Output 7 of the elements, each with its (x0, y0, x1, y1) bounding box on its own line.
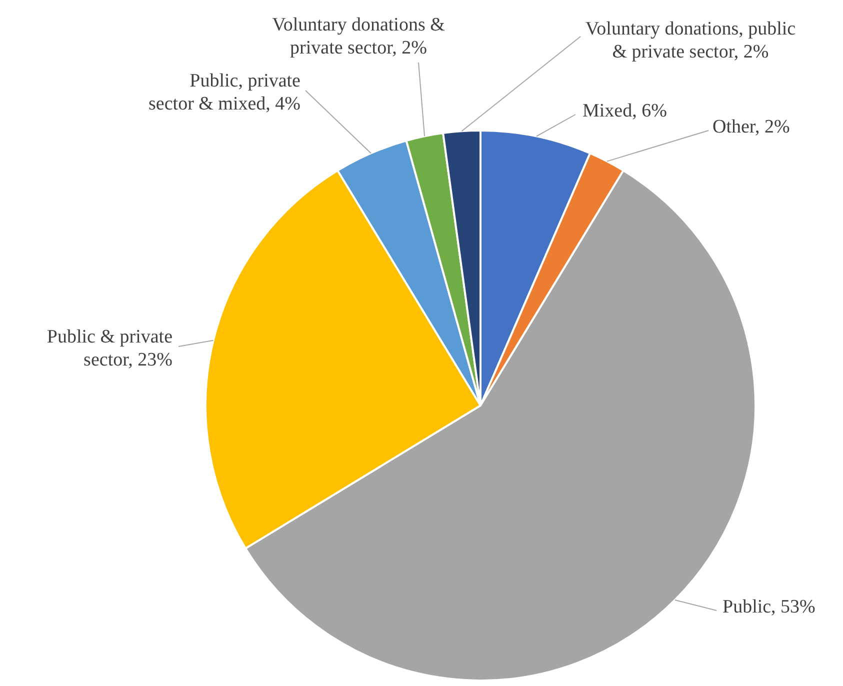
slice-label: Public, private sector & mixed, 4% (148, 70, 301, 115)
slice-label: Voluntary donations & private sector, 2% (272, 14, 446, 59)
slice-label: Other, 2% (712, 116, 790, 138)
slice-label: Public, 53% (722, 596, 816, 618)
slice-label: Voluntary donations, public & private sector, 2% (585, 18, 796, 63)
slice-label: Mixed, 6% (582, 100, 668, 122)
slice-label: Public & private sector, 23% (46, 326, 173, 371)
